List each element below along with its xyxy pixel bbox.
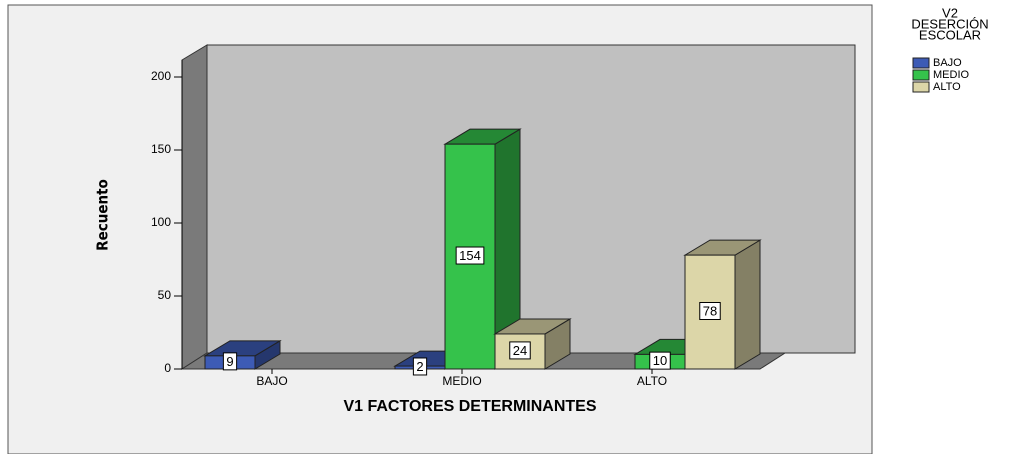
value-label: 9 bbox=[226, 354, 233, 369]
value-label-box bbox=[699, 301, 721, 320]
value-label: 10 bbox=[653, 353, 667, 368]
legend-label: MEDIO bbox=[933, 69, 970, 81]
value-label-box bbox=[412, 357, 428, 376]
x-axis-title: V1 FACTORES DETERMINANTES bbox=[343, 398, 596, 415]
side-wall bbox=[181, 44, 208, 370]
y-tick-label: 200 bbox=[151, 69, 171, 83]
x-tick-label: ALTO bbox=[637, 374, 667, 388]
legend-swatch bbox=[912, 57, 930, 69]
legend-swatch bbox=[912, 69, 930, 81]
value-label-box bbox=[222, 352, 238, 371]
legend-label: ALTO bbox=[933, 81, 961, 93]
x-tick-label: BAJO bbox=[256, 374, 287, 388]
y-tick-label: 0 bbox=[164, 361, 171, 375]
value-label-box bbox=[455, 246, 485, 265]
value-label: 2 bbox=[416, 359, 423, 374]
legend-title: ESCOLAR bbox=[919, 27, 981, 42]
value-label: 78 bbox=[703, 303, 717, 318]
legend-swatch bbox=[912, 81, 930, 93]
value-label-box bbox=[509, 341, 531, 360]
x-tick-label: MEDIO bbox=[442, 374, 481, 388]
legend-title: DESERCIÓN bbox=[911, 16, 988, 31]
bar-side bbox=[734, 239, 761, 370]
legend-title: V2 bbox=[942, 5, 958, 20]
y-tick-label: 150 bbox=[151, 142, 171, 156]
value-label: 154 bbox=[459, 248, 481, 263]
y-tick-label: 50 bbox=[158, 288, 172, 302]
value-label-box bbox=[649, 351, 671, 370]
y-axis-title: Recuento bbox=[94, 179, 112, 251]
y-tick-label: 100 bbox=[151, 215, 171, 229]
legend-label: BAJO bbox=[933, 57, 962, 69]
value-label: 24 bbox=[513, 343, 527, 358]
